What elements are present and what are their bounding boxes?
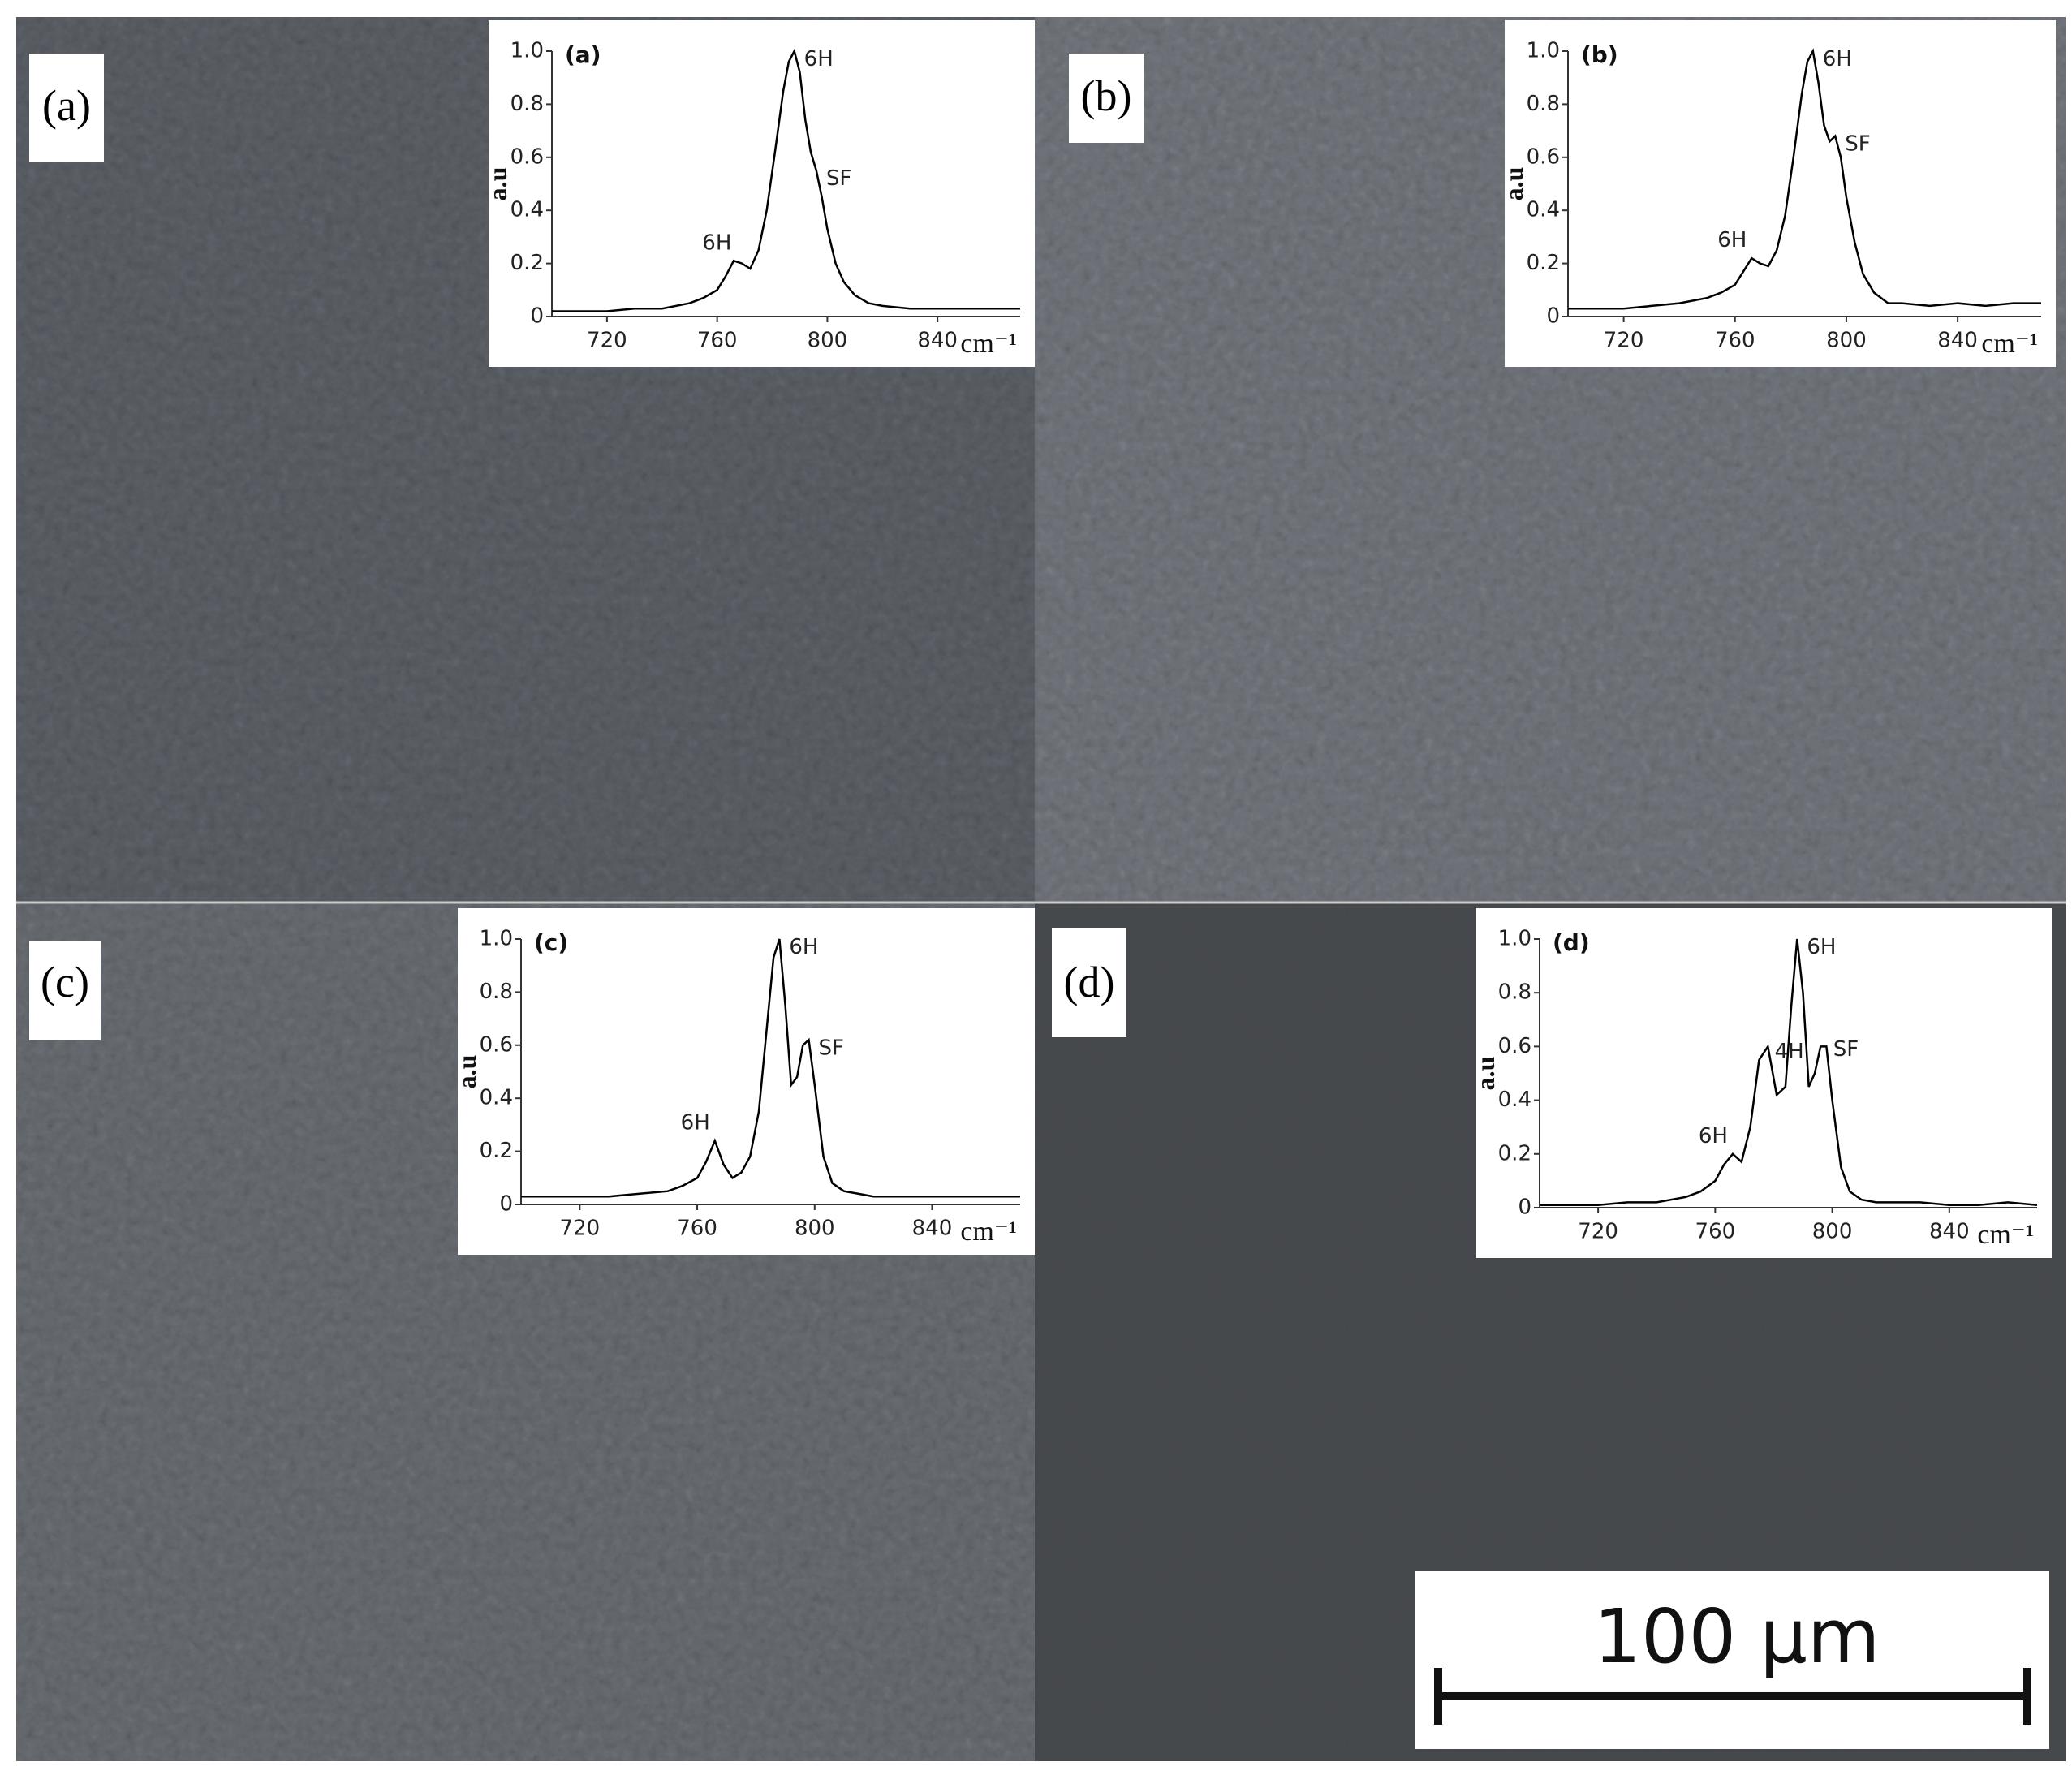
label-box xyxy=(1052,928,1126,1037)
x-tick-label: 840 xyxy=(1929,1220,1970,1244)
x-tick-label: 720 xyxy=(1578,1220,1618,1244)
x-tick-label: 800 xyxy=(808,329,848,353)
y-tick-label: 0.4 xyxy=(1498,1088,1531,1112)
y-axis-label: a.u xyxy=(452,1055,481,1089)
y-axis-label: a.u xyxy=(1499,167,1528,201)
spectrum-line xyxy=(552,48,1020,312)
y-tick-label: 0.2 xyxy=(1498,1141,1531,1165)
x-tick-label: 760 xyxy=(677,1217,717,1241)
x-tick-label: 800 xyxy=(1826,329,1867,353)
y-tick-label: 0.8 xyxy=(510,92,544,116)
y-tick-label: 0.4 xyxy=(1527,198,1560,222)
peak-annotation: 6H xyxy=(1823,47,1852,71)
y-tick-label: 0.6 xyxy=(1498,1034,1531,1058)
panel-label-box: (d) xyxy=(1052,928,1126,1037)
panel-label-box: (c) xyxy=(29,941,101,1040)
spectrum-line xyxy=(521,938,1020,1198)
y-tick-label: 0.6 xyxy=(480,1032,513,1057)
panel-label-box: (b) xyxy=(1069,54,1144,143)
scale-box xyxy=(1415,1571,2049,1749)
y-tick-label: 0 xyxy=(1518,1196,1531,1220)
y-tick-label: 0.8 xyxy=(480,980,513,1004)
y-tick-label: 0.2 xyxy=(480,1139,513,1163)
peak-annotation: SF xyxy=(1845,132,1870,157)
peak-annotation: 4H xyxy=(1775,1040,1804,1064)
y-tick-label: 0.6 xyxy=(1527,144,1560,169)
inset-chart: 0 0.2 0.4 0.6 0.8 1.0 720 760 800 840 cm⁻¹ a.u (a) 6H… xyxy=(483,20,1035,367)
x-tick-label: 720 xyxy=(587,329,627,353)
x-tick-label: 760 xyxy=(1715,329,1755,353)
y-tick-label: 0 xyxy=(1546,304,1560,329)
label-box xyxy=(29,941,101,1040)
peak-annotation: 6H xyxy=(1717,228,1747,252)
x-axis-label: cm⁻¹ xyxy=(960,1217,1017,1247)
x-tick-label: 760 xyxy=(697,329,738,353)
peak-annotation: 6H xyxy=(804,47,834,71)
inset-chart: 0 0.2 0.4 0.6 0.8 1.0 720 760 800 840 cm⁻¹ a.u (b) 6H… xyxy=(1499,20,2056,367)
spectrum-line xyxy=(1540,938,2038,1206)
x-tick-label: 720 xyxy=(560,1217,601,1241)
y-tick-label: 1.0 xyxy=(1527,39,1560,63)
inset-chart: 0 0.2 0.4 0.6 0.8 1.0 720 760 800 840 cm⁻¹ a.u (c) 6H… xyxy=(452,908,1035,1255)
chart-title: (b) xyxy=(1581,41,1618,68)
x-tick-label: 800 xyxy=(1812,1220,1853,1244)
x-tick-label: 840 xyxy=(917,329,958,353)
inset-chart: 0 0.2 0.4 0.6 0.8 1.0 720 760 800 840 cm⁻¹ a.u (d) 6H… xyxy=(1471,908,2052,1258)
y-tick-label: 1.0 xyxy=(1498,927,1531,951)
scale-bar: 100 µm xyxy=(1415,1571,2049,1749)
y-tick-label: 0 xyxy=(530,304,544,329)
y-tick-label: 0 xyxy=(499,1192,513,1217)
x-axis-label: cm⁻¹ xyxy=(960,329,1017,359)
y-tick-label: 0.4 xyxy=(480,1086,513,1110)
x-tick-label: 760 xyxy=(1695,1220,1736,1244)
y-tick-label: 0.2 xyxy=(1527,251,1560,275)
x-tick-label: 840 xyxy=(912,1217,953,1241)
y-axis-label: a.u xyxy=(483,167,512,201)
panel-label: (c) xyxy=(41,958,89,1006)
peak-annotation: SF xyxy=(1833,1037,1859,1062)
inset-background xyxy=(458,908,1035,1255)
peak-annotation: 6H xyxy=(789,935,818,959)
x-tick-label: 840 xyxy=(1937,329,1978,353)
y-tick-label: 0.8 xyxy=(1498,980,1531,1005)
x-tick-label: 720 xyxy=(1604,329,1644,353)
inset-background xyxy=(1505,20,2056,367)
x-axis-label: cm⁻¹ xyxy=(1977,1220,2034,1250)
panel-label: (a) xyxy=(42,81,91,130)
peak-annotation: SF xyxy=(826,166,851,191)
y-axis-label: a.u xyxy=(1471,1057,1500,1091)
chart-title: (c) xyxy=(534,929,568,956)
inset-background xyxy=(489,20,1035,367)
x-axis-label: cm⁻¹ xyxy=(1981,329,2038,359)
y-tick-label: 1.0 xyxy=(510,39,544,63)
chart-title: (a) xyxy=(565,41,601,68)
peak-annotation: SF xyxy=(819,1036,844,1060)
peak-annotation: 6H xyxy=(702,230,731,255)
peak-annotation: 6H xyxy=(1699,1124,1728,1148)
y-tick-label: 0.6 xyxy=(510,144,544,169)
y-tick-label: 0.2 xyxy=(510,251,544,275)
inset-background xyxy=(1476,908,2052,1258)
chart-title: (d) xyxy=(1553,929,1590,956)
panel-label: (b) xyxy=(1081,71,1132,120)
label-box xyxy=(1069,54,1144,143)
spectrum-line xyxy=(1568,48,2041,310)
panel-label-box: (a) xyxy=(29,54,104,162)
peak-annotation: 6H xyxy=(1807,935,1836,959)
peak-annotation: 6H xyxy=(681,1111,710,1135)
scale-label: 100 µm xyxy=(1594,1593,1880,1680)
label-box xyxy=(29,54,104,162)
y-tick-label: 1.0 xyxy=(480,927,513,951)
y-tick-label: 0.8 xyxy=(1527,92,1560,116)
panel-label: (d) xyxy=(1064,958,1115,1006)
x-tick-label: 800 xyxy=(795,1217,835,1241)
y-tick-label: 0.4 xyxy=(510,198,544,222)
